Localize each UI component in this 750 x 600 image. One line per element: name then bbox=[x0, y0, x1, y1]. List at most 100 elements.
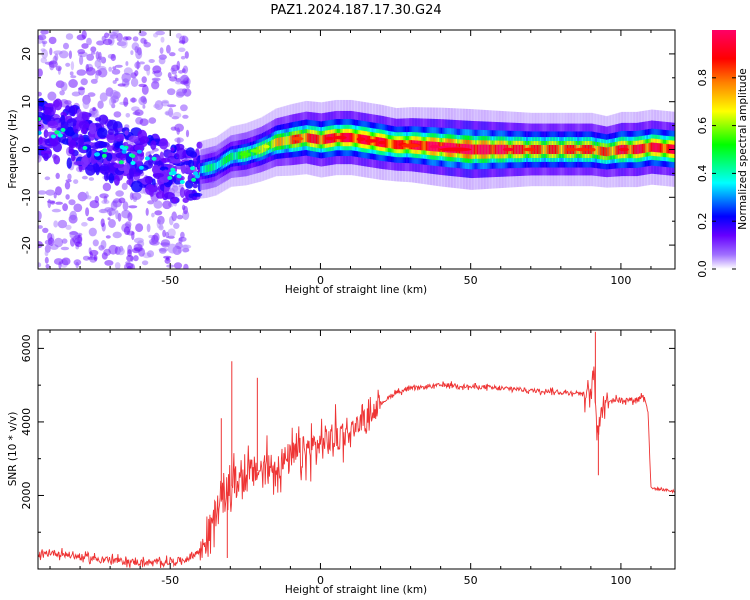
ridge-cell bbox=[598, 146, 601, 156]
noise-blob bbox=[38, 210, 42, 221]
ridge-cell bbox=[653, 142, 656, 153]
noise-blob bbox=[121, 182, 128, 190]
noise-blob bbox=[82, 255, 91, 261]
peak-blob bbox=[38, 130, 42, 135]
ridge-cell bbox=[323, 134, 326, 145]
peak-blob bbox=[170, 167, 176, 172]
cluster-blob bbox=[86, 146, 92, 158]
noise-blob bbox=[112, 231, 122, 239]
noise-blob bbox=[113, 200, 119, 204]
ridge-cell bbox=[481, 144, 484, 155]
ridge-cell bbox=[631, 144, 634, 155]
ridge-cell bbox=[203, 165, 206, 173]
peak-blob bbox=[121, 149, 127, 154]
cluster-blob bbox=[189, 151, 198, 158]
cluster-blob bbox=[98, 141, 108, 148]
noise-blob bbox=[121, 72, 131, 83]
noise-blob bbox=[159, 221, 163, 230]
noise-blob bbox=[73, 179, 79, 185]
colorbar-gradient bbox=[712, 30, 736, 269]
noise-blob bbox=[87, 216, 95, 222]
noise-blob bbox=[89, 249, 99, 256]
noise-blob bbox=[105, 235, 111, 239]
noise-blob bbox=[70, 75, 77, 79]
noise-blob bbox=[104, 260, 114, 266]
noise-blob bbox=[130, 77, 139, 87]
cluster-blob bbox=[76, 108, 83, 121]
ridge-cell bbox=[563, 144, 566, 155]
peak-blob bbox=[82, 145, 88, 150]
noise-blob bbox=[126, 265, 132, 269]
ridge-cell bbox=[650, 142, 653, 152]
cluster-blob bbox=[66, 118, 78, 127]
ridge-cell bbox=[355, 133, 357, 143]
ridge-peak bbox=[523, 147, 536, 152]
noise-blob bbox=[147, 200, 155, 205]
ridge-cell bbox=[490, 144, 493, 155]
noise-blob bbox=[153, 33, 159, 38]
cluster-blob bbox=[85, 164, 96, 176]
ridge-cell bbox=[496, 144, 499, 155]
ridge-cell bbox=[388, 138, 390, 149]
cluster-blob bbox=[68, 140, 77, 149]
noise-blob bbox=[117, 247, 125, 256]
ridge-cell bbox=[547, 144, 550, 155]
noise-blob bbox=[65, 224, 72, 230]
ridge-peak bbox=[502, 147, 514, 152]
ridge-cell bbox=[269, 141, 272, 150]
ridge-cell bbox=[515, 144, 518, 155]
ridge-cell bbox=[607, 147, 610, 157]
ridge-cell bbox=[348, 132, 351, 143]
ridge-cell bbox=[308, 133, 311, 143]
peak-blob bbox=[118, 160, 124, 165]
noise-blob bbox=[141, 84, 149, 95]
noise-blob bbox=[101, 199, 110, 205]
ridge-cell bbox=[479, 144, 482, 155]
noise-blob bbox=[180, 231, 185, 239]
noise-blob bbox=[171, 70, 177, 75]
ridge-cell bbox=[632, 144, 635, 155]
noise-blob bbox=[151, 77, 161, 82]
noise-blob bbox=[132, 36, 139, 42]
noise-blob bbox=[123, 97, 129, 107]
noise-blob bbox=[172, 111, 182, 119]
noise-blob bbox=[173, 222, 180, 229]
cluster-blob bbox=[124, 130, 129, 136]
ridge-cell bbox=[476, 144, 479, 155]
ridge-cell bbox=[601, 146, 604, 156]
ridge-cell bbox=[482, 144, 485, 155]
y-tick-label: 2000 bbox=[20, 481, 33, 509]
noise-blob bbox=[38, 225, 43, 229]
noise-blob bbox=[129, 97, 137, 103]
noise-blob bbox=[38, 68, 43, 77]
ridge-cell bbox=[213, 163, 216, 171]
ridge-cell bbox=[617, 145, 620, 155]
noise-blob bbox=[185, 129, 190, 138]
peak-blob bbox=[95, 152, 100, 157]
noise-blob bbox=[173, 262, 183, 269]
cluster-blob bbox=[172, 197, 177, 204]
noise-blob bbox=[178, 40, 186, 44]
ridge-cell bbox=[637, 144, 640, 154]
peak-blob bbox=[167, 175, 173, 180]
x-tick-label: 50 bbox=[464, 574, 478, 587]
noise-blob bbox=[41, 40, 48, 45]
noise-blob bbox=[81, 43, 89, 49]
noise-blob bbox=[161, 101, 170, 107]
peak-blob bbox=[136, 149, 142, 154]
ridge-cell bbox=[212, 163, 215, 171]
noise-blob bbox=[121, 209, 131, 219]
ridge-cell bbox=[535, 144, 538, 155]
cluster-blob bbox=[113, 175, 120, 186]
cluster-blob bbox=[73, 161, 85, 166]
noise-blob bbox=[141, 260, 149, 266]
y-tick-label: -20 bbox=[20, 236, 33, 254]
cluster-blob bbox=[179, 187, 186, 198]
cluster-blob bbox=[170, 147, 175, 152]
cluster-blob bbox=[99, 163, 111, 175]
ridge-cell bbox=[610, 146, 613, 156]
peak-blob bbox=[193, 171, 199, 176]
ridge-cell bbox=[644, 143, 647, 153]
noise-blob bbox=[53, 50, 63, 55]
ridge-peak bbox=[356, 137, 366, 141]
